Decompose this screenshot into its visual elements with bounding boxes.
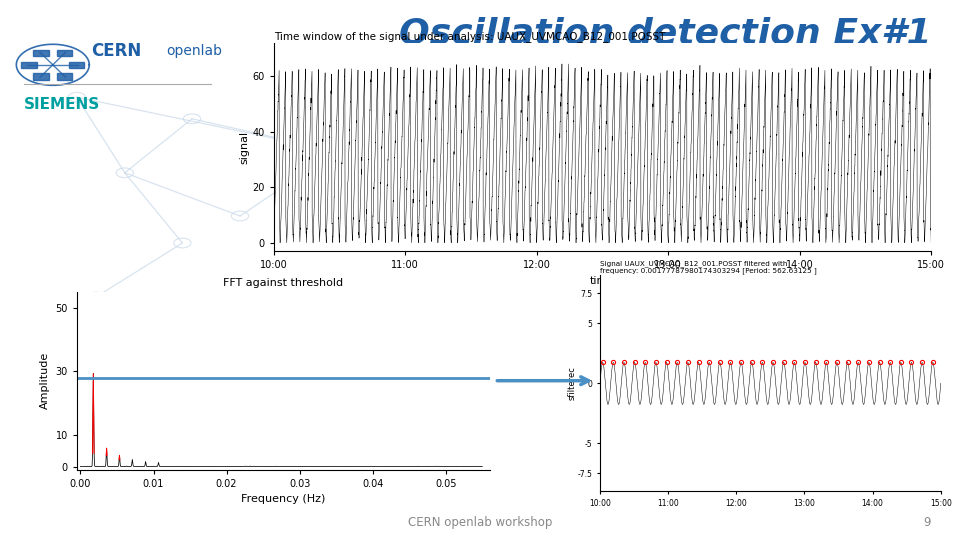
Bar <box>57 50 72 57</box>
Bar <box>69 62 84 68</box>
Y-axis label: sfilterec: sfilterec <box>567 367 576 400</box>
Text: Signal UAUX_UVMCAO_B12_001.POSST filtered with
frequency: 0.00177787980174303294: Signal UAUX_UVMCAO_B12_001.POSST filtere… <box>600 260 817 274</box>
Text: CERN openlab workshop: CERN openlab workshop <box>408 516 552 529</box>
Text: SIEMENS: SIEMENS <box>24 97 100 112</box>
Bar <box>34 50 49 57</box>
Text: 9: 9 <box>924 516 931 529</box>
Y-axis label: signal: signal <box>239 131 250 164</box>
Y-axis label: Amplitude: Amplitude <box>40 352 50 409</box>
Text: openlab: openlab <box>166 44 222 58</box>
Bar <box>34 73 49 79</box>
Text: Time window of the signal under analysis: UAUX_UVMCAO_B12_001.POSST: Time window of the signal under analysis… <box>274 31 665 42</box>
Text: Oscillation detection Ex#1: Oscillation detection Ex#1 <box>398 16 931 50</box>
Title: FFT against threshold: FFT against threshold <box>223 278 344 288</box>
X-axis label: time: time <box>589 276 615 286</box>
Bar <box>21 62 36 68</box>
Bar <box>57 73 72 79</box>
Text: CERN: CERN <box>91 42 141 60</box>
X-axis label: Frequency (Hz): Frequency (Hz) <box>241 495 325 504</box>
